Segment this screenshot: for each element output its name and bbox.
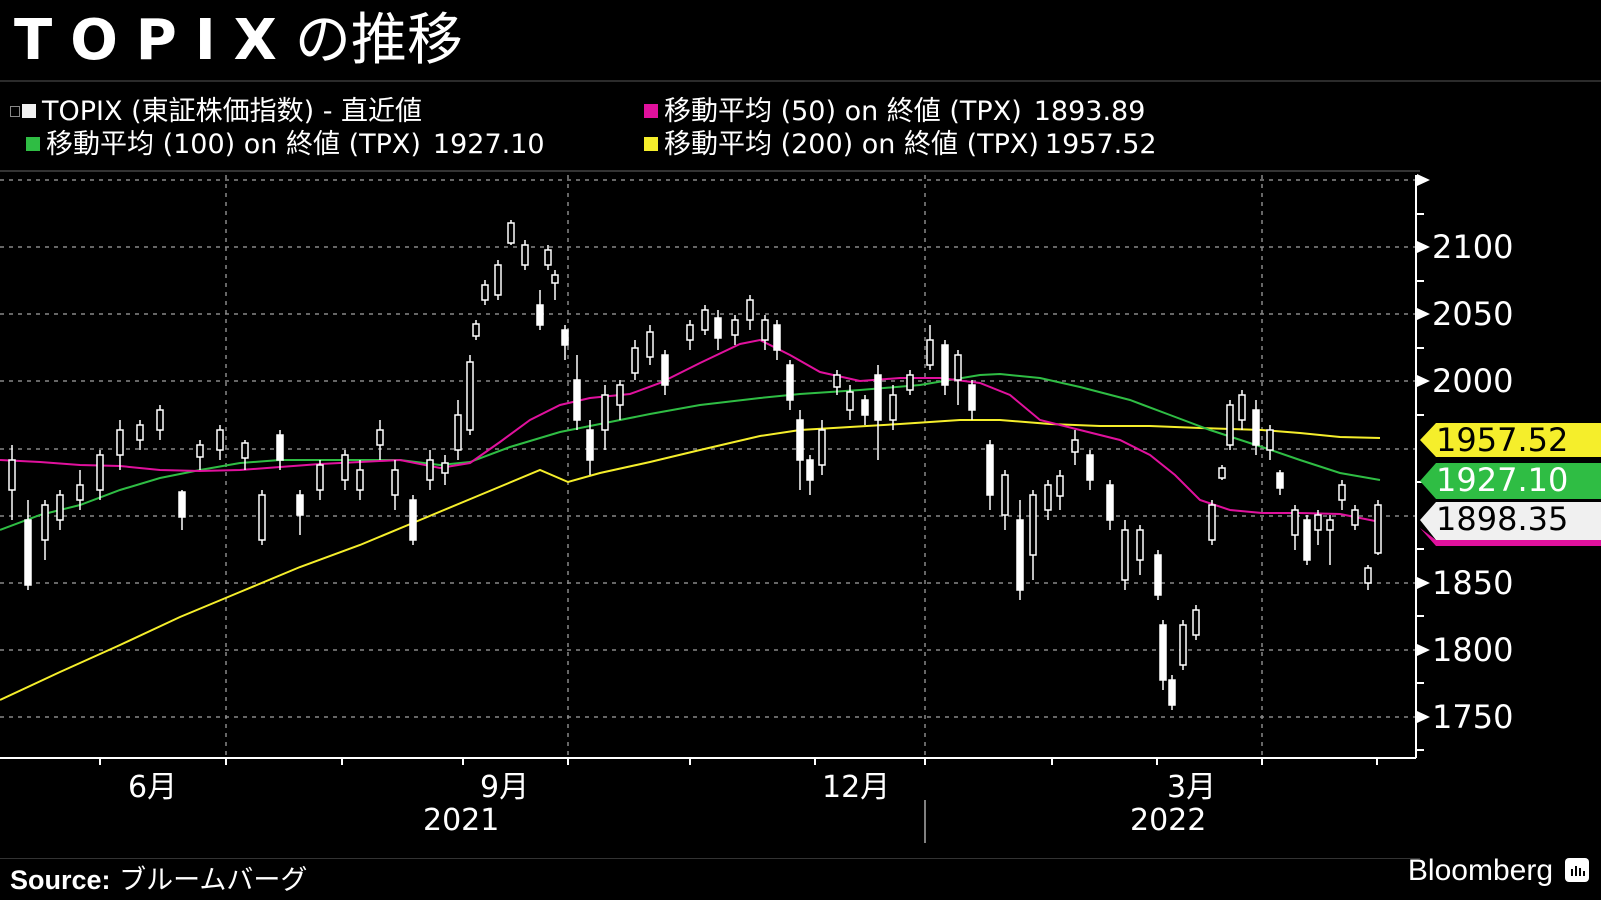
brand-logo: Bloomberg	[1407, 854, 1553, 887]
y-tick-label: 2000	[1432, 362, 1514, 400]
legend-item-ma200: 移動平均 (200) on 終値 (TPX) 1957.52	[644, 128, 1157, 161]
x-tick-label: 12月	[822, 770, 891, 805]
title-jp: の推移	[294, 8, 463, 73]
legend-label: 移動平均 (200) on 終値 (TPX)	[664, 129, 1039, 160]
legend-value: 1893.89	[1033, 96, 1146, 127]
legend-label: 移動平均 (100) on 終値 (TPX)	[46, 129, 421, 160]
x-tick-label: 6月	[128, 770, 178, 805]
y-tick-label: 1800	[1432, 631, 1514, 669]
v-grid	[225, 175, 1263, 758]
source-line: Source: ブルームバーグ	[10, 858, 307, 897]
value-tag-ma100-label: 1927.10	[1436, 461, 1569, 499]
x-tick-label: 9月	[480, 770, 530, 805]
legend-swatch-ma50	[644, 103, 658, 118]
legend-item-ma50: 移動平均 (50) on 終値 (TPX) 1893.89	[644, 95, 1145, 128]
plot-top-border	[0, 170, 1420, 172]
title-divider	[0, 80, 1601, 82]
legend-label: TOPIX (東証株価指数) - 直近値	[42, 96, 423, 127]
legend-value: 1927.10	[432, 129, 545, 160]
legend-swatch-ma100	[26, 136, 40, 151]
legend-swatch-ma200	[644, 136, 658, 151]
value-tag-ma200-label: 1957.52	[1436, 421, 1569, 459]
footer-divider	[0, 858, 1420, 859]
x-year-label: 2022	[1130, 803, 1207, 838]
ma100-line	[0, 372, 1381, 531]
value-tag-last-label: 1898.35	[1436, 500, 1569, 538]
candles	[8, 220, 1382, 710]
ma50-line	[0, 338, 1381, 523]
y-tick-label: 2050	[1432, 295, 1514, 333]
value-tag-last	[1420, 502, 1601, 546]
y-minor-ticks	[1416, 213, 1424, 751]
value-tag-ma200	[1420, 423, 1601, 457]
chart-title: TOPIXの推移	[14, 6, 463, 76]
ma200-line	[0, 419, 1381, 701]
legend-toggle-icon[interactable]	[10, 106, 20, 117]
h-grid	[0, 179, 1415, 718]
title-latin: TOPIX	[14, 8, 295, 73]
value-tag-ma100	[1420, 463, 1601, 499]
bloomberg-chart-icon	[1565, 858, 1589, 882]
y-major-ticks	[1417, 174, 1430, 723]
source-label: Source:	[10, 865, 111, 895]
legend-item-topix: TOPIX (東証株価指数) - 直近値	[10, 95, 422, 128]
legend-swatch-topix	[22, 103, 36, 118]
x-tick-label: 3月	[1167, 770, 1217, 805]
legend-item-ma100: 移動平均 (100) on 終値 (TPX) 1927.10	[26, 128, 545, 161]
y-tick-label: 1850	[1432, 564, 1514, 602]
x-year-label: 2021	[423, 803, 500, 838]
x-ticks	[99, 758, 1378, 765]
y-tick-label: 1750	[1432, 698, 1514, 736]
y-tick-label: 2100	[1432, 228, 1514, 266]
legend-value: 1957.52	[1044, 129, 1157, 160]
source-value: ブルームバーグ	[119, 865, 308, 896]
legend-label: 移動平均 (50) on 終値 (TPX)	[664, 96, 1022, 127]
